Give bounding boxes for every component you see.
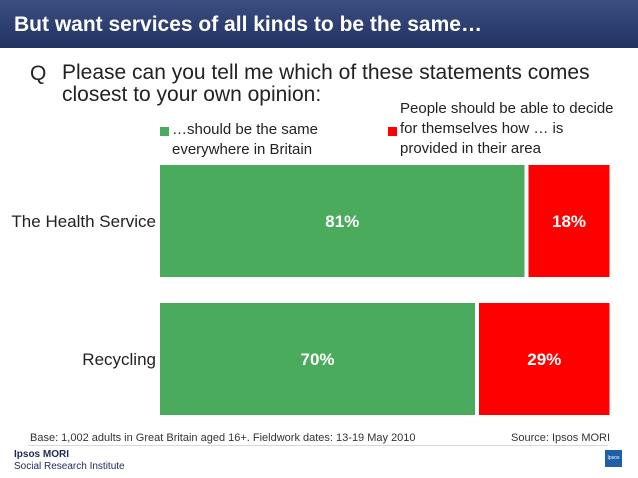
bar-decide	[479, 303, 610, 415]
legend-label-decide-line1: People should be able to decide	[400, 100, 614, 117]
data-label: 29%	[527, 350, 561, 369]
legend-label-same-line2: everywhere in Britain	[172, 141, 313, 158]
brand-name: Ipsos MORI	[14, 449, 70, 460]
footer-divider	[28, 445, 608, 446]
data-label: 70%	[300, 350, 334, 369]
data-label: 18%	[552, 212, 586, 231]
legend-label-decide-line3: provided in their area	[400, 140, 541, 157]
brand-subtitle: Social Research Institute	[14, 461, 125, 472]
legend-label-same-line1: …should be the same	[172, 121, 318, 138]
slide-title: But want services of all kinds to be the…	[14, 13, 482, 36]
data-label: 81%	[325, 212, 359, 231]
legend-label-decide: People should be able to decide for them…	[400, 99, 614, 159]
bar-same	[160, 165, 525, 277]
category-label: The Health Service	[11, 212, 156, 231]
legend-label-decide-line2: for themselves how … is	[400, 120, 564, 137]
ipsos-logo: Ipsos	[605, 450, 622, 467]
brand-block: Ipsos MORI Social Research Institute	[14, 449, 125, 473]
question-text: Please can you tell me which of these st…	[62, 61, 590, 106]
question-letter: Q	[30, 62, 47, 85]
base-footnote: Base: 1,002 adults in Great Britain aged…	[30, 432, 416, 444]
bar-decide	[528, 165, 610, 277]
source-footnote: Source: Ipsos MORI	[511, 432, 611, 444]
bar-same	[160, 303, 475, 415]
legend-swatch-decide	[388, 127, 397, 136]
category-label: Recycling	[82, 350, 156, 369]
legend-swatch-same	[160, 127, 169, 136]
title-bar: But want services of all kinds to be the…	[0, 0, 638, 48]
legend-label-same: …should be the same everywhere in Britai…	[172, 120, 318, 160]
